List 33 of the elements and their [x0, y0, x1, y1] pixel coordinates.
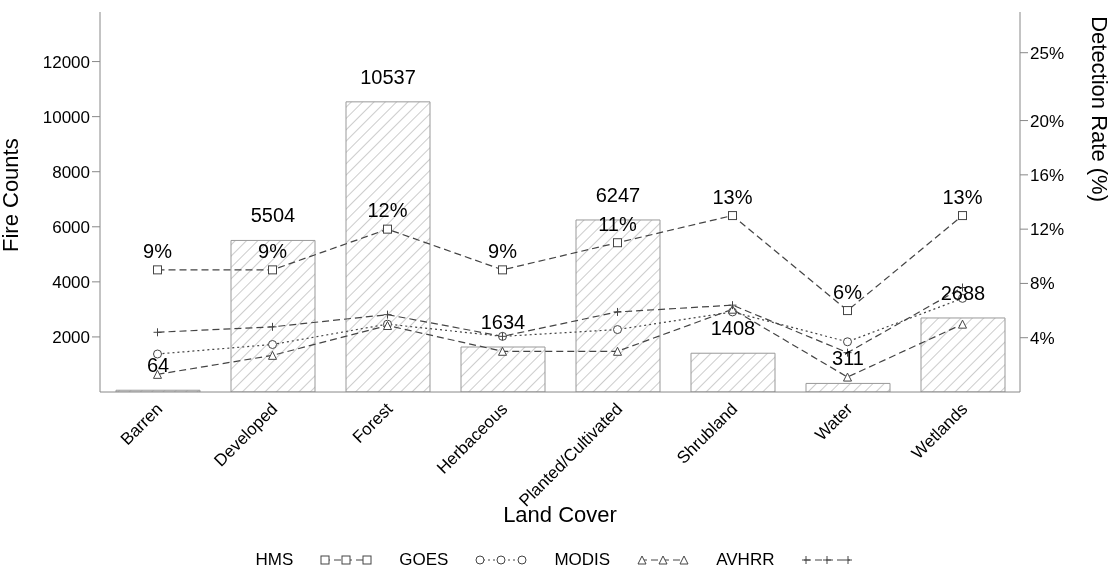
data-label: 12% — [367, 199, 408, 222]
y2-tick-label: 20% — [1030, 111, 1065, 131]
y-tick-label: 10000 — [42, 107, 90, 127]
data-label: 9% — [488, 239, 518, 262]
data-label: 6% — [833, 280, 863, 303]
y2-tick-label: 25% — [1030, 43, 1065, 63]
data-label: 13% — [712, 185, 753, 208]
data-label: 6247 — [595, 183, 641, 206]
data-label: 311 — [832, 347, 864, 370]
y2-tick-label: 4% — [1030, 328, 1055, 348]
legend-label: HMS — [255, 550, 294, 570]
y-axis-title: Fire Counts — [0, 138, 23, 252]
legend-label: AVHRR — [716, 550, 775, 570]
legend-label: GOES — [399, 550, 449, 570]
legend-label: MODIS — [554, 550, 611, 570]
data-label: 1634 — [480, 311, 526, 334]
y2-tick-label: 8% — [1030, 274, 1055, 294]
data-label: 9% — [258, 239, 288, 262]
data-label: 10537 — [360, 65, 416, 88]
y-tick-label: 4000 — [52, 272, 90, 292]
y2-tick-label: 12% — [1030, 220, 1065, 240]
data-label: 1408 — [710, 317, 756, 340]
y2-tick-label: 16% — [1030, 165, 1065, 185]
y2-axis-title: Detection Rate (%) — [1087, 16, 1110, 202]
data-label: 9% — [143, 239, 173, 262]
y-tick-label: 12000 — [42, 52, 90, 72]
y-tick-label: 8000 — [52, 162, 90, 182]
data-label: 13% — [942, 185, 983, 208]
data-label: 64 — [146, 354, 170, 377]
y-tick-label: 6000 — [52, 217, 90, 237]
data-label: 5504 — [250, 204, 296, 227]
data-label: 11% — [598, 212, 637, 235]
y-tick-label: 2000 — [52, 327, 90, 347]
